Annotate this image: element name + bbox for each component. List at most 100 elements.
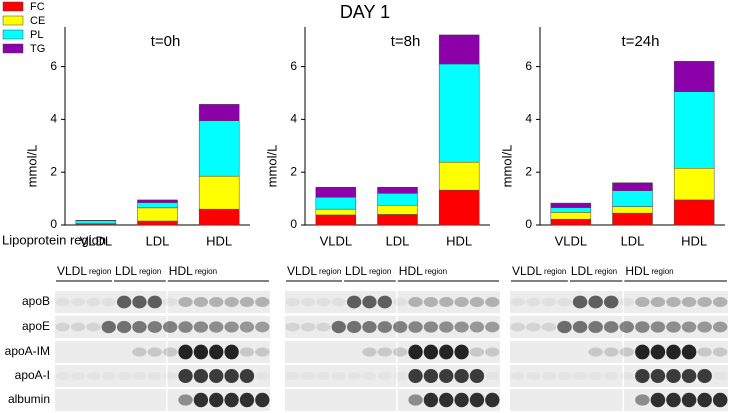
blot-band bbox=[393, 372, 407, 380]
blot-band bbox=[378, 372, 392, 380]
blot-band bbox=[619, 321, 635, 333]
y-tick-label: 4 bbox=[290, 112, 297, 126]
blot-band bbox=[573, 372, 588, 380]
chart-title: t=24h bbox=[622, 33, 660, 50]
blot-band bbox=[377, 321, 392, 333]
blot-band bbox=[163, 321, 178, 333]
blot-band bbox=[557, 297, 572, 307]
region-header: VLDL region bbox=[287, 264, 341, 278]
blot-band bbox=[316, 372, 330, 380]
blot-band bbox=[423, 392, 439, 408]
blot-band bbox=[681, 297, 697, 307]
blot-band bbox=[439, 369, 454, 383]
blot-band bbox=[469, 369, 485, 383]
blot-band bbox=[239, 369, 255, 383]
blot-band bbox=[697, 347, 712, 357]
blot-band bbox=[362, 295, 377, 309]
blot-band bbox=[650, 344, 666, 360]
region-header: HDL region bbox=[169, 264, 217, 278]
blot-band bbox=[454, 392, 469, 408]
blot-band bbox=[239, 321, 255, 333]
bar-segment bbox=[75, 219, 117, 222]
region-sub: region bbox=[595, 267, 617, 276]
blot-band bbox=[681, 321, 697, 333]
y-axis-label: mmol/L bbox=[264, 145, 279, 188]
blot-band bbox=[423, 321, 439, 333]
region-name: LDL bbox=[345, 264, 367, 278]
blot-band bbox=[132, 347, 147, 357]
bar-segment bbox=[137, 199, 178, 203]
blot-band bbox=[526, 372, 541, 380]
bar-segment bbox=[438, 161, 480, 191]
blot-band bbox=[408, 394, 423, 406]
blot-band bbox=[681, 369, 697, 383]
blot-band bbox=[635, 394, 650, 406]
blot-band bbox=[557, 372, 572, 380]
x-axis-label: Lipoprotein region bbox=[2, 232, 106, 247]
blot-band bbox=[224, 344, 239, 360]
blot-band bbox=[163, 297, 178, 307]
blot-band bbox=[697, 321, 712, 333]
blot-band bbox=[510, 297, 526, 307]
bar-segment bbox=[673, 167, 715, 201]
bar-segment bbox=[612, 212, 653, 226]
blot-band bbox=[469, 321, 485, 333]
bar-segment bbox=[198, 120, 240, 177]
blot-band bbox=[697, 392, 712, 408]
blot-band bbox=[255, 347, 270, 357]
blot-band bbox=[439, 321, 454, 333]
bar-segment bbox=[550, 207, 592, 213]
blot-band bbox=[377, 295, 392, 309]
blot-band bbox=[178, 321, 193, 333]
x-tick-label: LDL bbox=[386, 233, 410, 248]
blot-band bbox=[681, 392, 697, 408]
blot-band bbox=[619, 347, 635, 357]
blot-band bbox=[193, 344, 209, 360]
blot-band bbox=[393, 347, 408, 357]
chart-title: t=8h bbox=[391, 33, 421, 50]
blot-band bbox=[224, 297, 239, 307]
blot-band bbox=[542, 372, 557, 380]
bar-segment bbox=[377, 214, 418, 226]
blot-band bbox=[86, 372, 100, 380]
bar-segment bbox=[377, 193, 418, 206]
bar-segment bbox=[612, 206, 653, 214]
blot-band bbox=[239, 347, 255, 357]
region-header: HDL region bbox=[625, 264, 673, 278]
blot-band bbox=[650, 297, 666, 307]
blot-row-label: apoE bbox=[22, 319, 50, 333]
legend-swatch bbox=[2, 15, 24, 26]
blot-band bbox=[209, 344, 224, 360]
blot-band bbox=[712, 297, 728, 307]
blot-strip bbox=[285, 291, 500, 313]
region-header: HDL region bbox=[399, 264, 447, 278]
blot-band bbox=[454, 297, 469, 307]
region-header: LDL region bbox=[345, 264, 391, 278]
region-name: VLDL bbox=[512, 264, 542, 278]
blot-band bbox=[132, 321, 147, 333]
blot-band bbox=[635, 344, 650, 360]
blot-band bbox=[681, 344, 697, 360]
blot-row-label: albumin bbox=[8, 392, 50, 406]
blot-band bbox=[712, 321, 728, 333]
blot-band bbox=[557, 320, 572, 334]
region-sub: region bbox=[425, 267, 447, 276]
blot-row-label: apoB bbox=[22, 294, 50, 308]
blot-band bbox=[454, 369, 469, 383]
legend-swatch bbox=[2, 29, 24, 40]
blot-band bbox=[316, 322, 331, 332]
blot-band bbox=[541, 297, 557, 307]
blot-band bbox=[209, 321, 224, 333]
bar-segment bbox=[438, 34, 480, 65]
x-tick-label: HDL bbox=[206, 233, 232, 248]
y-tick-label: 2 bbox=[50, 164, 57, 178]
blot-band bbox=[224, 369, 239, 383]
bar-segment bbox=[75, 220, 117, 224]
blot-band bbox=[193, 369, 209, 383]
blot-band bbox=[408, 344, 423, 360]
blot-band bbox=[116, 320, 132, 334]
bar-segment bbox=[198, 175, 240, 210]
blot-band bbox=[588, 321, 603, 333]
y-tick-label: 2 bbox=[525, 164, 532, 178]
